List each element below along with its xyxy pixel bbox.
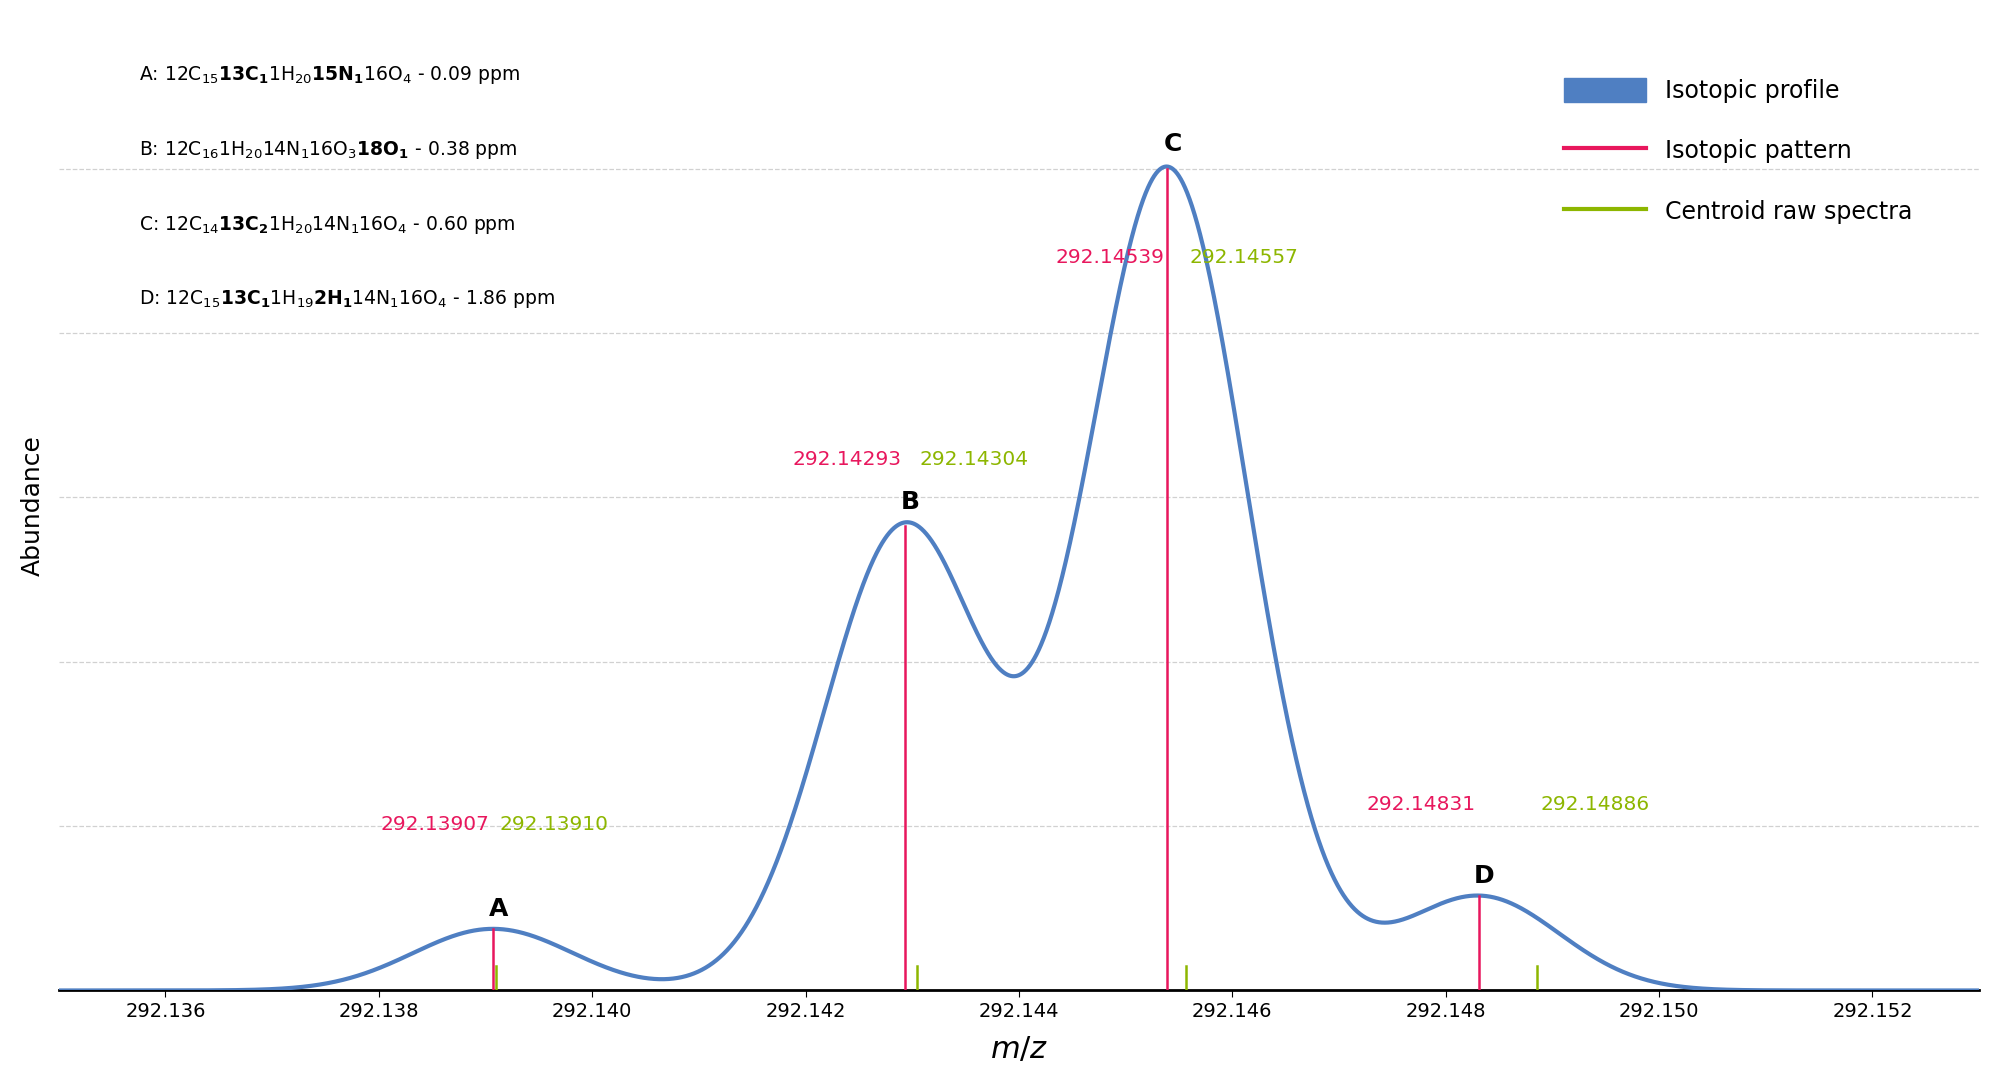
Text: 292.14293: 292.14293: [792, 449, 902, 469]
Text: C: C: [1164, 132, 1182, 156]
Text: 292.13910: 292.13910: [500, 815, 608, 834]
Text: D: D: [1474, 864, 1494, 888]
Text: 292.14304: 292.14304: [920, 449, 1028, 469]
Text: B: B: [900, 489, 920, 514]
X-axis label: $\it{m/z}$: $\it{m/z}$: [990, 1035, 1048, 1064]
Text: C: $\mathregular{12C_{14}}$$\mathbf{13C_{2}}$$\mathregular{1H_{20}14N_{1}16O_{4}: C: $\mathregular{12C_{14}}$$\mathbf{13C_…: [140, 214, 516, 235]
Text: 292.14539: 292.14539: [1056, 248, 1164, 267]
Text: 292.13907: 292.13907: [380, 815, 490, 834]
Text: D: $\mathregular{12C_{15}}$$\mathbf{13C_{1}}$$\mathregular{1H_{19}}$$\mathbf{2H_: D: $\mathregular{12C_{15}}$$\mathbf{13C_…: [140, 289, 556, 310]
Y-axis label: Abundance: Abundance: [20, 435, 44, 576]
Text: 292.14557: 292.14557: [1190, 248, 1298, 267]
Text: 292.14886: 292.14886: [1540, 795, 1650, 814]
Text: A: $\mathregular{12C_{15}}$$\mathbf{13C_{1}}$$\mathregular{1H_{20}}$$\mathbf{15N: A: $\mathregular{12C_{15}}$$\mathbf{13C_…: [140, 64, 520, 87]
Legend: Isotopic profile, Isotopic pattern, Centroid raw spectra: Isotopic profile, Isotopic pattern, Cent…: [1528, 42, 1948, 259]
Text: 292.14831: 292.14831: [1366, 795, 1476, 814]
Text: B: $\mathregular{12C_{16}1H_{20}14N_{1}16O_{3}}$$\mathbf{18O_{1}}$ - 0.38 ppm: B: $\mathregular{12C_{16}1H_{20}14N_{1}1…: [140, 139, 518, 162]
Text: A: A: [488, 896, 508, 921]
